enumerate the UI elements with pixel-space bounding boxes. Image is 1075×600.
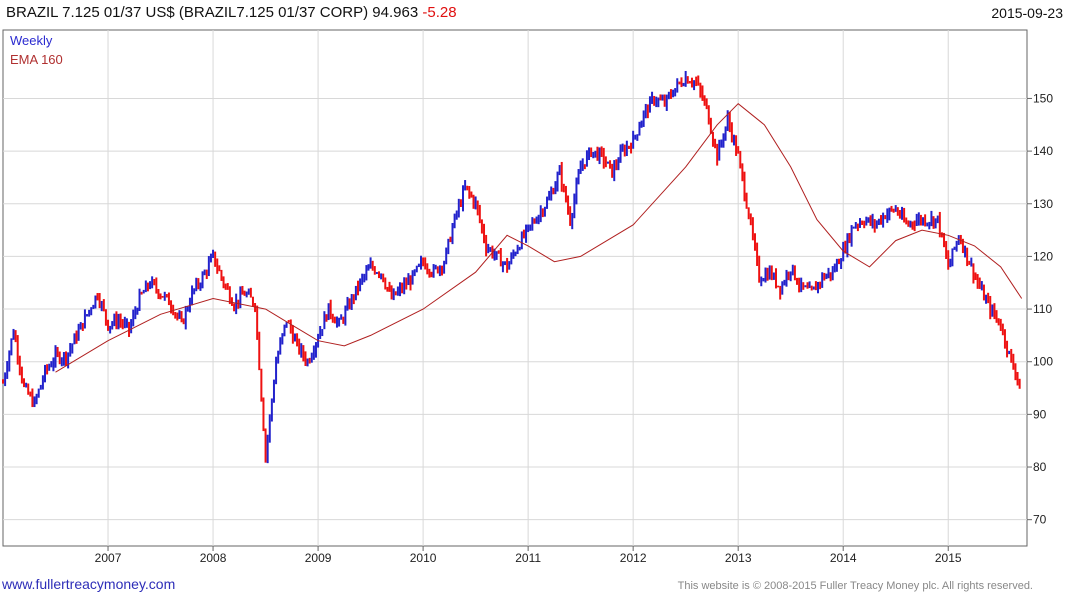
x-tick-label: 2013	[725, 551, 752, 565]
x-tick-label: 2014	[830, 551, 857, 565]
y-tick-label: 120	[1033, 249, 1053, 263]
y-tick-label: 90	[1033, 407, 1047, 421]
chart-title: BRAZIL 7.125 01/37 US$ (BRAZIL7.125 01/3…	[6, 4, 457, 21]
legend-ema: EMA 160	[10, 52, 63, 67]
y-tick-label: 110	[1033, 302, 1052, 316]
y-tick-label: 150	[1033, 91, 1053, 105]
copyright-text: This website is © 2008-2015 Fuller Treac…	[677, 580, 1033, 592]
ema-160-line	[55, 103, 1023, 373]
x-tick-label: 2010	[410, 551, 437, 565]
chart-date: 2015-09-23	[991, 5, 1063, 21]
x-tick-label: 2012	[620, 551, 647, 565]
title-text: BRAZIL 7.125 01/37 US$ (BRAZIL7.125 01/3…	[6, 4, 419, 21]
y-tick-label: 100	[1033, 355, 1053, 369]
website-link[interactable]: www.fullertreacymoney.com	[2, 576, 176, 592]
y-tick-label: 130	[1033, 197, 1053, 211]
x-tick-label: 2007	[95, 551, 122, 565]
y-tick-label: 80	[1033, 460, 1047, 474]
plot-area	[2, 29, 1028, 547]
x-tick-label: 2011	[515, 551, 541, 565]
y-tick-label: 140	[1033, 144, 1053, 158]
y-axis: 70 80 90 100 110 120 130 140 150	[1027, 91, 1053, 527]
price-change: -5.28	[422, 4, 457, 21]
x-tick-label: 2009	[305, 551, 332, 565]
x-axis: 2007 2008 2009 2010 2011 2012 2013 2014 2015	[95, 546, 962, 565]
legend-weekly: Weekly	[10, 33, 53, 48]
y-tick-label: 70	[1033, 513, 1047, 527]
x-tick-label: 2015	[935, 551, 962, 565]
x-tick-label: 2008	[200, 551, 227, 565]
